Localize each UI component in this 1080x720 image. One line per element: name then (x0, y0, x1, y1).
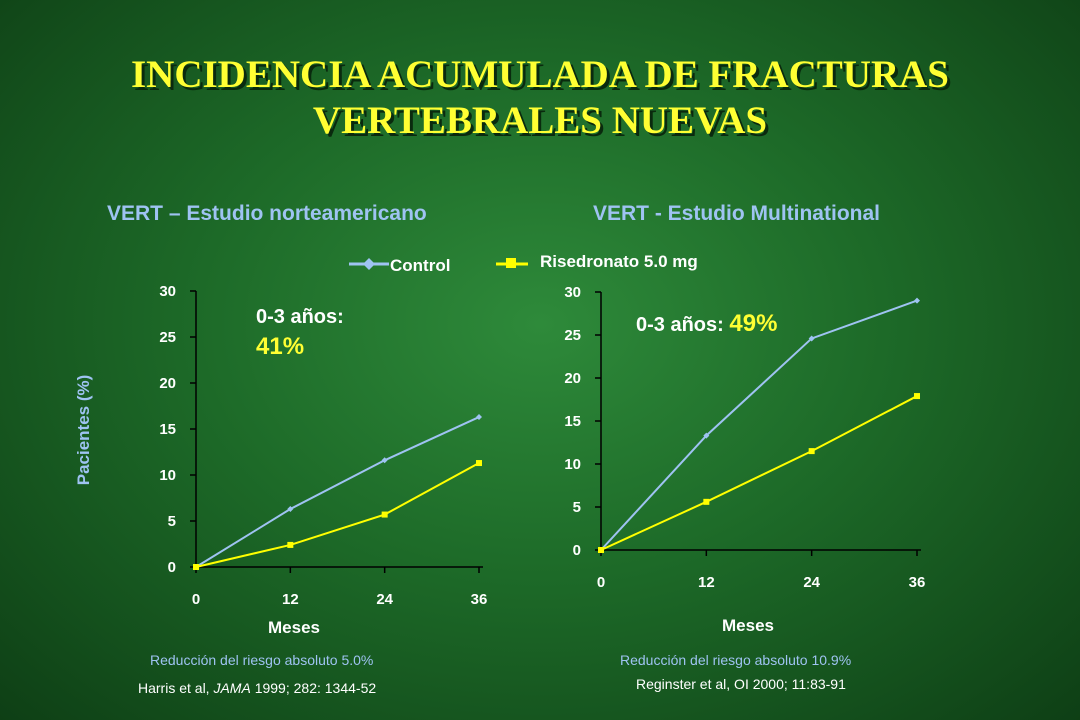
left-y-tick-label: 0 (168, 559, 176, 576)
left-annotation-label: 0-3 años: (256, 306, 344, 328)
left-x-tick-label: 36 (471, 591, 488, 608)
legend-control-label: Control (390, 256, 451, 275)
left-x-tick-label: 0 (192, 591, 200, 608)
right-reference: Reginster et al, OI 2000; 11:83-91 (636, 676, 846, 692)
right-x-tick-label: 36 (909, 574, 926, 591)
page-title: INCIDENCIA ACUMULADA DE FRACTURAS VERTEB… (0, 52, 1080, 144)
right-risedronato-point (703, 498, 710, 505)
left-control-point (476, 414, 482, 421)
left-x-axis-label: Meses (268, 618, 320, 637)
left-chart-title: VERT – Estudio norteamericano (107, 202, 427, 225)
left-reference: Harris et al, JAMA 1999; 282: 1344-52 (138, 680, 377, 696)
right-x-tick-label: 24 (803, 574, 820, 591)
left-annotation: 0-3 años: 41% (256, 306, 344, 361)
left-y-tick-label: 30 (159, 283, 176, 300)
left-control-point (381, 457, 388, 464)
right-risedronato-point (808, 448, 815, 455)
left-risedronato-point (381, 511, 388, 518)
left-series-control-line (195, 416, 480, 568)
left-y-tick-label: 15 (159, 421, 176, 438)
title-line-2: VERTEBRALES NUEVAS (312, 99, 768, 142)
right-y-tick-label: 5 (573, 499, 581, 516)
right-annotation-value: 49% (729, 310, 778, 337)
right-risedronato-point (914, 393, 920, 400)
left-risedronato-point (476, 460, 482, 467)
left-y-tick-label: 20 (159, 375, 176, 392)
left-y-tick-label: 5 (168, 513, 176, 530)
right-annotation: 0-3 años: 49% (636, 310, 777, 338)
legend-risedronato-marker (496, 258, 528, 268)
left-risedronato-point (193, 564, 199, 570)
legend-control-marker (349, 258, 389, 270)
right-y-tick-label: 30 (564, 284, 581, 301)
title-line-1: INCIDENCIA ACUMULADA DE FRACTURAS (131, 53, 949, 96)
right-y-tick-label: 10 (564, 456, 581, 473)
right-annotation-label: 0-3 años: (636, 314, 724, 336)
right-control-point (703, 432, 710, 439)
right-series-control-line (600, 299, 918, 551)
right-y-tick-label: 15 (564, 413, 581, 430)
left-y-tick-label: 25 (159, 329, 176, 346)
left-risedronato-point (287, 541, 294, 548)
legend-risedronato-label: Risedronato 5.0 mg (540, 252, 698, 271)
left-risk-note: Reducción del riesgo absoluto 5.0% (150, 652, 374, 668)
left-control-point (287, 506, 294, 513)
right-risk-note: Reducción del riesgo absoluto 10.9% (620, 652, 852, 668)
right-y-tick-label: 25 (564, 327, 581, 344)
right-x-tick-label: 12 (698, 574, 715, 591)
right-x-tick-label: 0 (597, 574, 605, 591)
left-series-risedronato-line (195, 462, 480, 568)
right-control-point (914, 297, 920, 304)
left-annotation-value: 41% (256, 333, 305, 360)
right-series-risedronato-line (600, 395, 918, 551)
left-x-tick-label: 24 (376, 591, 393, 608)
right-y-tick-label: 0 (573, 542, 581, 559)
right-x-axis-label: Meses (722, 616, 774, 635)
right-control-point (808, 335, 815, 342)
right-risedronato-point (598, 547, 604, 553)
left-x-tick-label: 12 (282, 591, 299, 608)
left-y-tick-label: 10 (159, 467, 176, 484)
right-y-tick-label: 20 (564, 370, 581, 387)
right-chart-title: VERT - Estudio Multinational (593, 202, 880, 225)
